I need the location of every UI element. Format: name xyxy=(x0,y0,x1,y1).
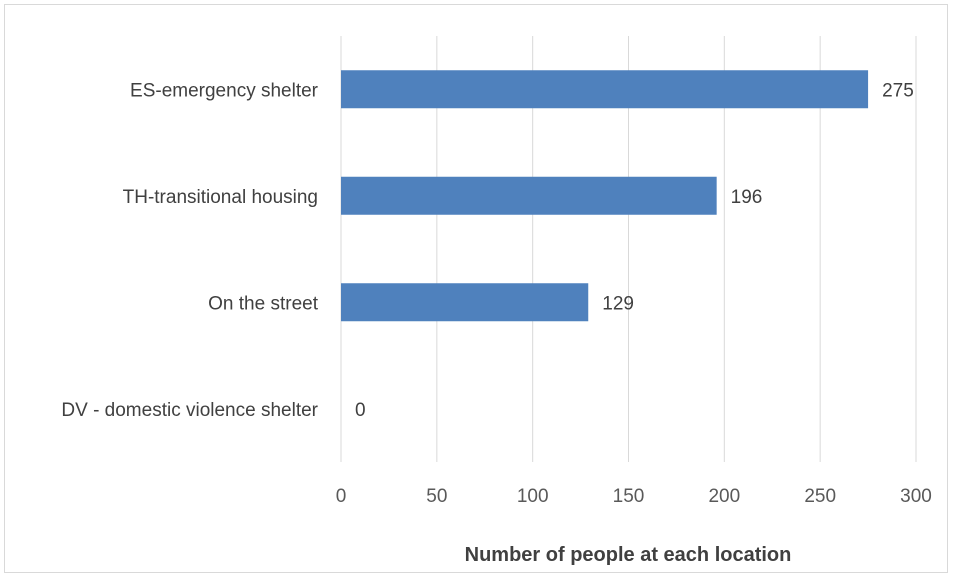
x-tick-label: 50 xyxy=(426,486,447,507)
bar xyxy=(341,176,717,215)
bars xyxy=(341,70,869,322)
category-label: DV - domestic violence shelter xyxy=(61,400,318,421)
x-tick-label: 150 xyxy=(613,486,645,507)
x-tick-label: 0 xyxy=(336,486,347,507)
category-labels: ES-emergency shelter TH-transitional hous… xyxy=(61,80,318,421)
bar xyxy=(341,70,869,109)
data-labels: 275 196 129 0 xyxy=(355,80,914,421)
category-label: ES-emergency shelter xyxy=(130,80,319,101)
x-tick-label: 100 xyxy=(517,486,549,507)
category-label: On the street xyxy=(208,293,319,314)
x-tick-label: 250 xyxy=(804,486,836,507)
x-axis-title: Number of people at each location xyxy=(465,544,792,566)
category-label: TH-transitional housing xyxy=(123,187,318,208)
x-tick-label: 300 xyxy=(900,486,932,507)
data-label: 275 xyxy=(882,80,914,101)
data-label: 0 xyxy=(355,400,366,421)
x-tick-labels: 0 50 100 150 200 250 300 xyxy=(336,486,932,507)
x-tick-label: 200 xyxy=(708,486,740,507)
bar xyxy=(341,283,589,322)
data-label: 129 xyxy=(602,293,634,314)
data-label: 196 xyxy=(731,187,763,208)
